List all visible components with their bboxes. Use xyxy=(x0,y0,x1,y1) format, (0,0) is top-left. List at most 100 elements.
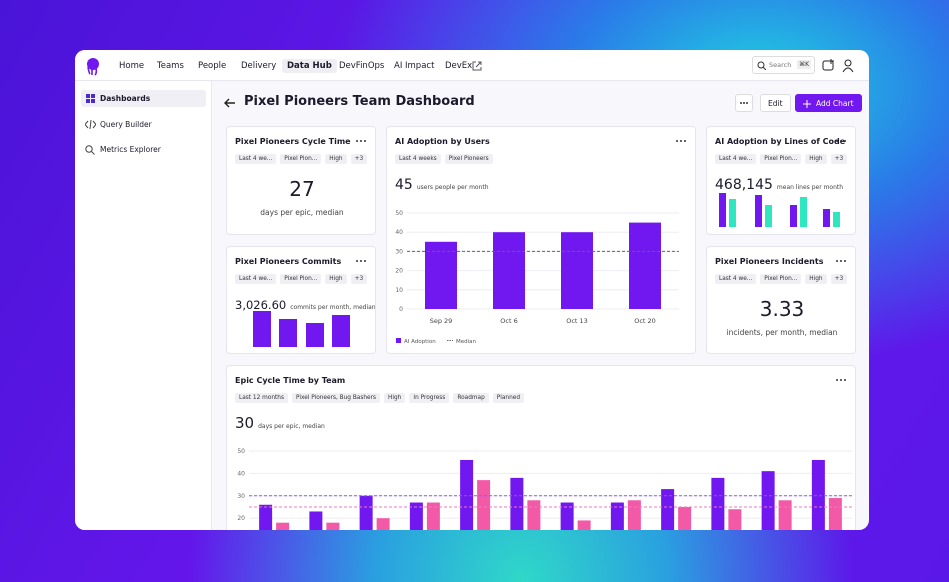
bar xyxy=(828,498,842,530)
tag: High xyxy=(805,274,827,284)
sidebar-item[interactable]: Metrics Explorer xyxy=(81,141,206,158)
dot xyxy=(356,260,358,262)
y-tick-label: 10 xyxy=(395,287,403,294)
nav-item[interactable]: DevFinOps xyxy=(339,61,385,71)
bar xyxy=(477,480,491,530)
sidebar: Dashboards Query Builder Metrics Explore… xyxy=(75,81,212,530)
nav-item[interactable]: Data Hub xyxy=(282,59,337,73)
app-window: Home Teams People Delivery Data Hub DevF… xyxy=(75,50,869,530)
metric-value: 27 xyxy=(289,177,315,201)
tag: High xyxy=(325,274,347,284)
metric-unit: days per epic, median xyxy=(258,423,325,430)
tag: Last 4 we... xyxy=(235,274,277,284)
dot xyxy=(840,140,842,142)
tag: Pixel Pion... xyxy=(760,154,802,164)
y-tick-label: 40 xyxy=(395,229,403,236)
nav-icons[interactable] xyxy=(821,58,861,74)
logo xyxy=(87,58,99,76)
tag: Last 4 we... xyxy=(715,154,757,164)
tag: Roadmap xyxy=(453,393,489,403)
nav-item[interactable]: People xyxy=(198,61,227,71)
bar xyxy=(309,511,323,530)
more-button[interactable] xyxy=(735,94,753,112)
y-tick-label: 30 xyxy=(237,493,245,500)
nav-item[interactable]: Home xyxy=(119,61,145,71)
bar xyxy=(426,502,440,530)
tag: In Progress xyxy=(409,393,450,403)
tag: High xyxy=(325,154,347,164)
metric-value: 3.33 xyxy=(759,297,805,321)
dot xyxy=(356,140,358,142)
bar xyxy=(359,495,373,530)
y-tick-label: 20 xyxy=(237,515,245,522)
card: Pixel Pioneers Incidents Last 4 we... Pixe… xyxy=(706,246,856,354)
card-menu[interactable] xyxy=(835,258,847,264)
bar xyxy=(409,502,423,530)
back-arrow[interactable] xyxy=(224,98,236,108)
card-menu[interactable] xyxy=(355,258,367,264)
search-icon xyxy=(757,61,766,70)
dot xyxy=(836,260,838,262)
dot xyxy=(360,260,362,262)
bar xyxy=(800,197,807,227)
bar xyxy=(761,471,775,530)
bar xyxy=(577,520,591,530)
tag-list: Last 4 we... Pixel Pion... High +3 xyxy=(715,274,848,284)
tag: Last 4 we... xyxy=(235,154,277,164)
bar xyxy=(276,522,290,530)
bar xyxy=(823,209,830,227)
tag: Pixel Pioneers xyxy=(444,154,493,164)
bar xyxy=(610,502,624,530)
tag: Pixel Pion... xyxy=(280,154,322,164)
chart xyxy=(719,193,840,227)
bar xyxy=(279,319,297,347)
nav-item[interactable]: Delivery xyxy=(241,61,277,71)
edit-button[interactable]: Edit xyxy=(760,94,791,112)
card: AI Adoption by Lines of Code Last 4 we...… xyxy=(706,126,856,235)
bar xyxy=(510,477,524,530)
card-title: Epic Cycle Time by Team xyxy=(235,376,346,385)
nav-item[interactable]: DevEx xyxy=(445,61,473,71)
bar xyxy=(259,504,273,530)
legend-label: Median xyxy=(456,339,477,345)
dot xyxy=(836,379,838,381)
legend-swatch xyxy=(396,338,401,343)
bar xyxy=(778,500,792,530)
metric-value: 468,145 xyxy=(715,177,773,193)
search-box[interactable]: Search ⌘K xyxy=(752,56,815,74)
card-menu[interactable] xyxy=(355,138,367,144)
nav-item[interactable]: Teams xyxy=(157,61,184,71)
dot xyxy=(844,260,846,262)
dot xyxy=(836,140,838,142)
y-tick-label: 0 xyxy=(399,306,403,313)
nav-item[interactable]: AI Impact xyxy=(394,61,435,71)
card-title: Pixel Pioneers Commits xyxy=(235,257,342,266)
card-menu[interactable] xyxy=(835,377,847,383)
sidebar-item[interactable]: Query Builder xyxy=(81,116,206,133)
card-menu[interactable] xyxy=(675,138,687,144)
bar xyxy=(253,311,271,347)
tag-list: Last 4 weeks Pixel Pioneers xyxy=(395,154,493,164)
tag: +3 xyxy=(350,154,368,164)
sidebar-item[interactable]: Dashboards xyxy=(81,90,206,107)
x-tick-label: Sep 29 xyxy=(430,317,453,325)
card-menu[interactable] xyxy=(835,138,847,144)
y-tick-label: 50 xyxy=(237,448,245,455)
tag-list: Last 4 we... Pixel Pion... High +3 xyxy=(235,154,368,164)
x-tick-label: Oct 13 xyxy=(566,317,588,325)
dot xyxy=(844,140,846,142)
metric-row: 45 users people per month xyxy=(395,174,489,193)
add-chart-button[interactable]: Add Chart xyxy=(795,94,862,112)
bar xyxy=(811,459,825,530)
metric-row: 30 days per epic, median xyxy=(235,413,325,432)
dot xyxy=(676,140,678,142)
card: Epic Cycle Time by Team Last 12 months Pix… xyxy=(226,365,856,530)
legend-label: AI Adoption xyxy=(404,339,436,345)
bar xyxy=(493,232,525,309)
bar xyxy=(561,232,593,309)
bar xyxy=(755,195,762,227)
chart xyxy=(253,311,350,347)
bar xyxy=(332,315,350,347)
x-tick-label: Oct 20 xyxy=(634,317,656,325)
